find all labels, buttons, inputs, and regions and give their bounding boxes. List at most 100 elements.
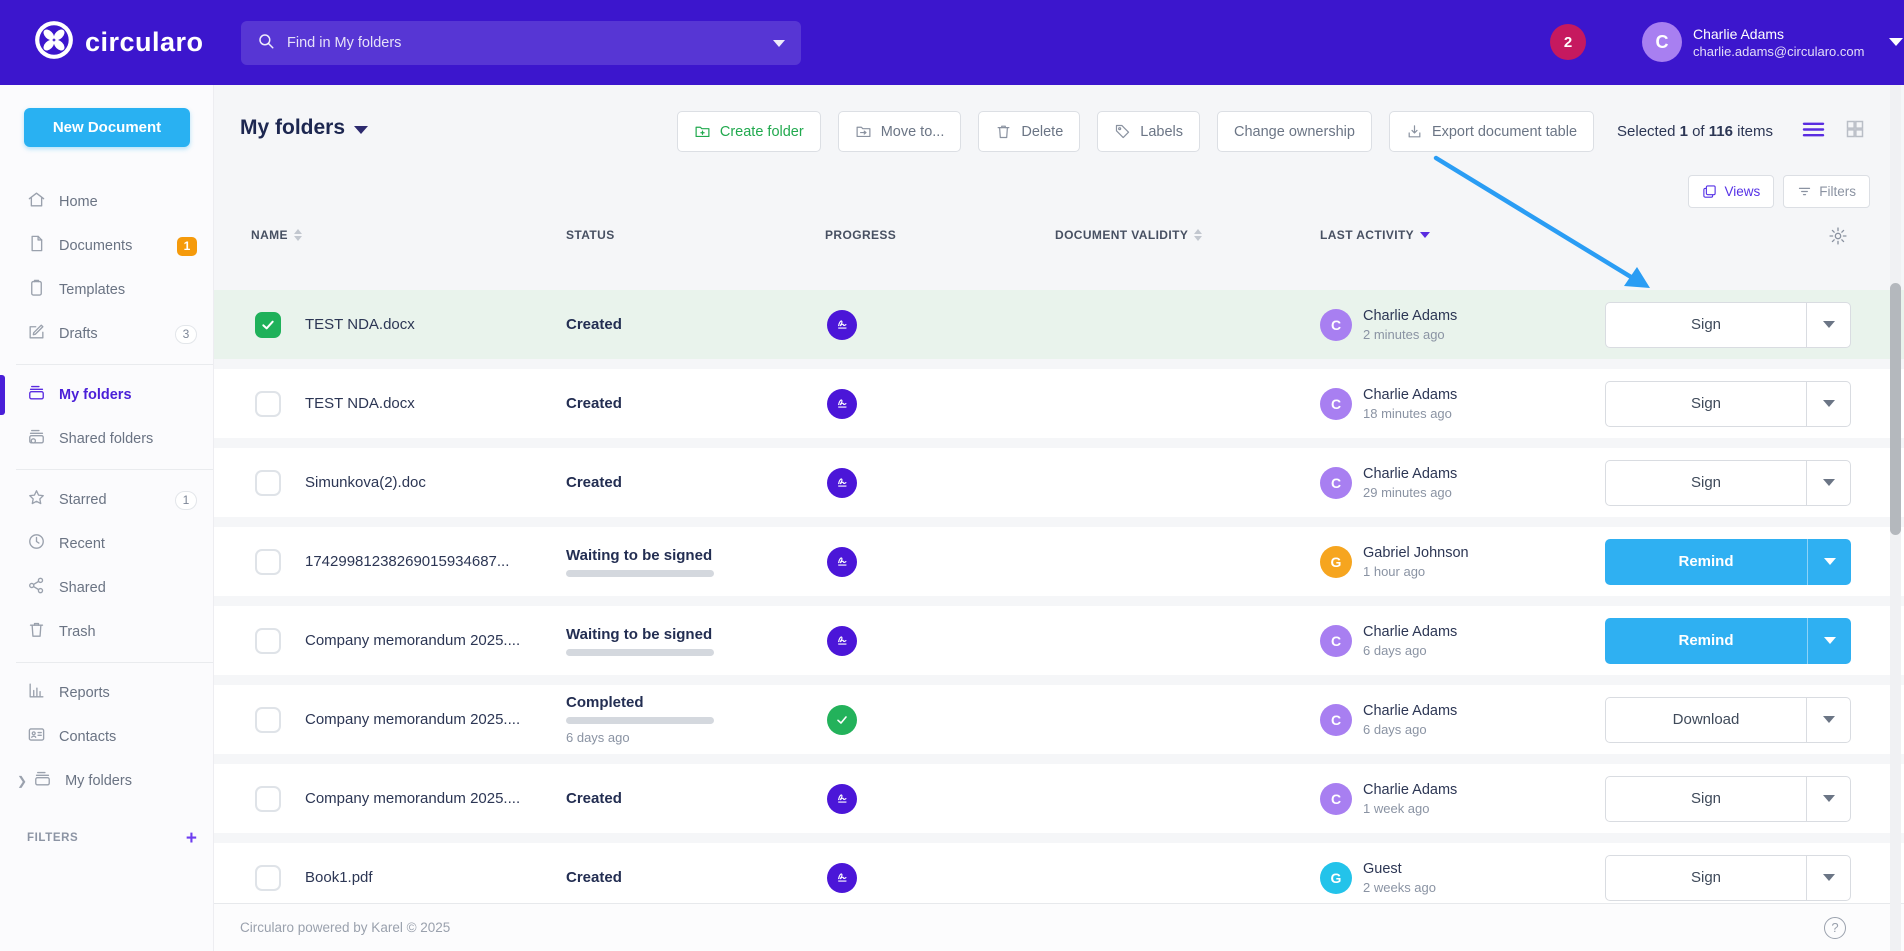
table-row[interactable]: Simunkova(2).doc Created C Charlie Adams… (214, 448, 1904, 517)
sidebar-item-drafts[interactable]: Drafts 3 (0, 312, 213, 356)
help-button[interactable]: ? (1824, 916, 1846, 939)
signature-progress-icon[interactable] (827, 783, 857, 814)
brand-logo[interactable]: circularo (33, 19, 204, 66)
sidebar-item-contacts[interactable]: Contacts (0, 715, 213, 759)
remind-button[interactable]: Remind (1678, 553, 1734, 570)
completed-check-icon[interactable] (827, 704, 857, 735)
status-text: Created (566, 869, 622, 886)
search-scope-caret-icon[interactable] (773, 39, 785, 47)
column-header-last-activity[interactable]: LAST ACTIVITY (1320, 228, 1431, 242)
sidebar-item-my-folders[interactable]: My folders (0, 373, 213, 417)
action-dropdown-button[interactable] (1807, 617, 1851, 664)
new-document-button[interactable]: New Document (24, 108, 190, 147)
user-menu[interactable]: C Charlie Adams charlie.adams@circularo.… (1642, 22, 1904, 62)
row-checkbox[interactable] (255, 706, 281, 733)
template-icon (27, 278, 46, 302)
action-dropdown-button[interactable] (1806, 302, 1850, 347)
sidebar-item-my-folders-tree[interactable]: ❯ My folders (0, 759, 213, 803)
table-row[interactable]: Company memorandum 2025.... Waiting to b… (214, 606, 1904, 675)
progress-bar (566, 648, 714, 656)
signature-progress-icon[interactable] (827, 467, 857, 498)
signature-progress-icon[interactable] (827, 862, 857, 893)
sign-button[interactable]: Sign (1690, 316, 1722, 333)
brand-name: circularo (85, 27, 204, 57)
document-name[interactable]: Company memorandum 2025.... (305, 711, 521, 728)
chevron-right-icon[interactable]: ❯ (17, 774, 28, 788)
row-checkbox[interactable] (255, 785, 281, 812)
document-name[interactable]: Company memorandum 2025.... (305, 632, 521, 649)
signature-progress-icon[interactable] (827, 546, 857, 577)
action-dropdown-button[interactable] (1806, 855, 1850, 900)
row-action-group: Sign (1605, 301, 1851, 348)
sidebar-item-trash[interactable]: Trash (0, 610, 213, 654)
sign-button[interactable]: Sign (1690, 790, 1722, 807)
sort-icon[interactable] (293, 229, 302, 241)
row-checkbox[interactable] (255, 627, 281, 654)
filters-button[interactable]: Filters (1783, 175, 1870, 208)
column-header-validity[interactable]: DOCUMENT VALIDITY (1055, 228, 1203, 242)
column-header-progress[interactable]: PROGRESS (825, 228, 897, 242)
create-folder-button[interactable]: Create folder (676, 111, 821, 152)
table-row[interactable]: 17429981238269015934687... Waiting to be… (214, 527, 1904, 596)
global-search[interactable] (241, 21, 801, 65)
table-row[interactable]: Company memorandum 2025.... Completed 6 … (214, 685, 1904, 754)
document-name[interactable]: TEST NDA.docx (305, 395, 415, 412)
table-row[interactable]: TEST NDA.docx Created C Charlie Adams 2 m… (214, 290, 1904, 359)
change-ownership-button[interactable]: Change ownership (1217, 111, 1372, 152)
sidebar-item-reports[interactable]: Reports (0, 671, 213, 715)
sidebar-item-starred[interactable]: Starred 1 (0, 478, 213, 522)
grid-view-icon[interactable] (1845, 119, 1865, 144)
search-input[interactable] (287, 35, 773, 51)
document-name[interactable]: Simunkova(2).doc (305, 474, 426, 491)
download-button[interactable]: Download (1672, 711, 1740, 728)
list-view-icon[interactable] (1802, 120, 1825, 144)
sign-button[interactable]: Sign (1690, 474, 1722, 491)
action-dropdown-button[interactable] (1806, 381, 1850, 426)
table-row[interactable]: Company memorandum 2025.... Created C Ch… (214, 764, 1904, 833)
row-checkbox[interactable] (255, 390, 281, 417)
clock-icon (27, 532, 46, 556)
add-filter-button[interactable]: + (185, 827, 197, 849)
sign-button[interactable]: Sign (1690, 869, 1722, 886)
user-avatar: C (1320, 703, 1352, 736)
document-name[interactable]: Company memorandum 2025.... (305, 790, 521, 807)
labels-button[interactable]: Labels (1097, 111, 1201, 152)
document-name[interactable]: Book1.pdf (305, 869, 373, 886)
remind-button[interactable]: Remind (1678, 632, 1734, 649)
column-header-name[interactable]: NAME (251, 228, 302, 242)
signature-progress-icon[interactable] (827, 309, 857, 340)
action-dropdown-button[interactable] (1807, 538, 1851, 585)
action-dropdown-button[interactable] (1806, 697, 1850, 742)
search-icon (257, 32, 275, 55)
sidebar-item-shared-folders[interactable]: Shared folders (0, 417, 213, 461)
column-header-status[interactable]: STATUS (566, 228, 615, 242)
export-table-button[interactable]: Export document table (1388, 111, 1595, 152)
row-checkbox[interactable] (255, 548, 281, 575)
move-to-button[interactable]: Move to... (837, 111, 962, 152)
action-dropdown-button[interactable] (1806, 460, 1850, 505)
document-name[interactable]: 17429981238269015934687... (305, 553, 510, 570)
sidebar-item-documents[interactable]: Documents 1 (0, 224, 213, 268)
signature-progress-icon[interactable] (827, 388, 857, 419)
sidebar-item-shared[interactable]: Shared (0, 566, 213, 610)
sidebar-item-home[interactable]: Home (0, 180, 213, 224)
sort-icon[interactable] (1194, 229, 1203, 241)
table-settings-gear-icon[interactable] (1828, 226, 1848, 251)
signature-progress-icon[interactable] (827, 625, 857, 656)
action-dropdown-button[interactable] (1806, 776, 1850, 821)
table-row[interactable]: TEST NDA.docx Created C Charlie Adams 18 … (214, 369, 1904, 438)
delete-button[interactable]: Delete (978, 111, 1081, 152)
page-title[interactable]: My folders (240, 116, 369, 140)
scrollbar-thumb[interactable] (1890, 283, 1901, 535)
views-button[interactable]: Views (1688, 175, 1775, 208)
sidebar-item-recent[interactable]: Recent (0, 522, 213, 566)
row-checkbox[interactable] (255, 469, 281, 496)
document-name[interactable]: TEST NDA.docx (305, 316, 415, 333)
sign-button[interactable]: Sign (1690, 395, 1722, 412)
activity-user: Charlie Adams (1363, 307, 1458, 324)
row-checkbox-checked[interactable] (255, 311, 281, 338)
row-checkbox[interactable] (255, 864, 281, 891)
notification-badge[interactable]: 2 (1550, 24, 1586, 60)
table-row[interactable]: Book1.pdf Created G Guest 2 weeks ago Sig… (214, 843, 1904, 912)
sidebar-item-templates[interactable]: Templates (0, 268, 213, 312)
